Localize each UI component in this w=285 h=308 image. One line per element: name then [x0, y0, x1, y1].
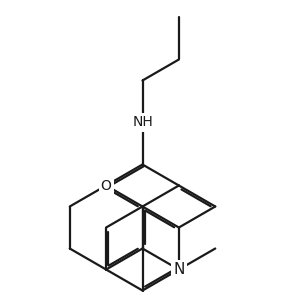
Text: NH: NH: [132, 116, 153, 129]
Text: N: N: [173, 262, 185, 277]
Text: O: O: [101, 179, 111, 192]
